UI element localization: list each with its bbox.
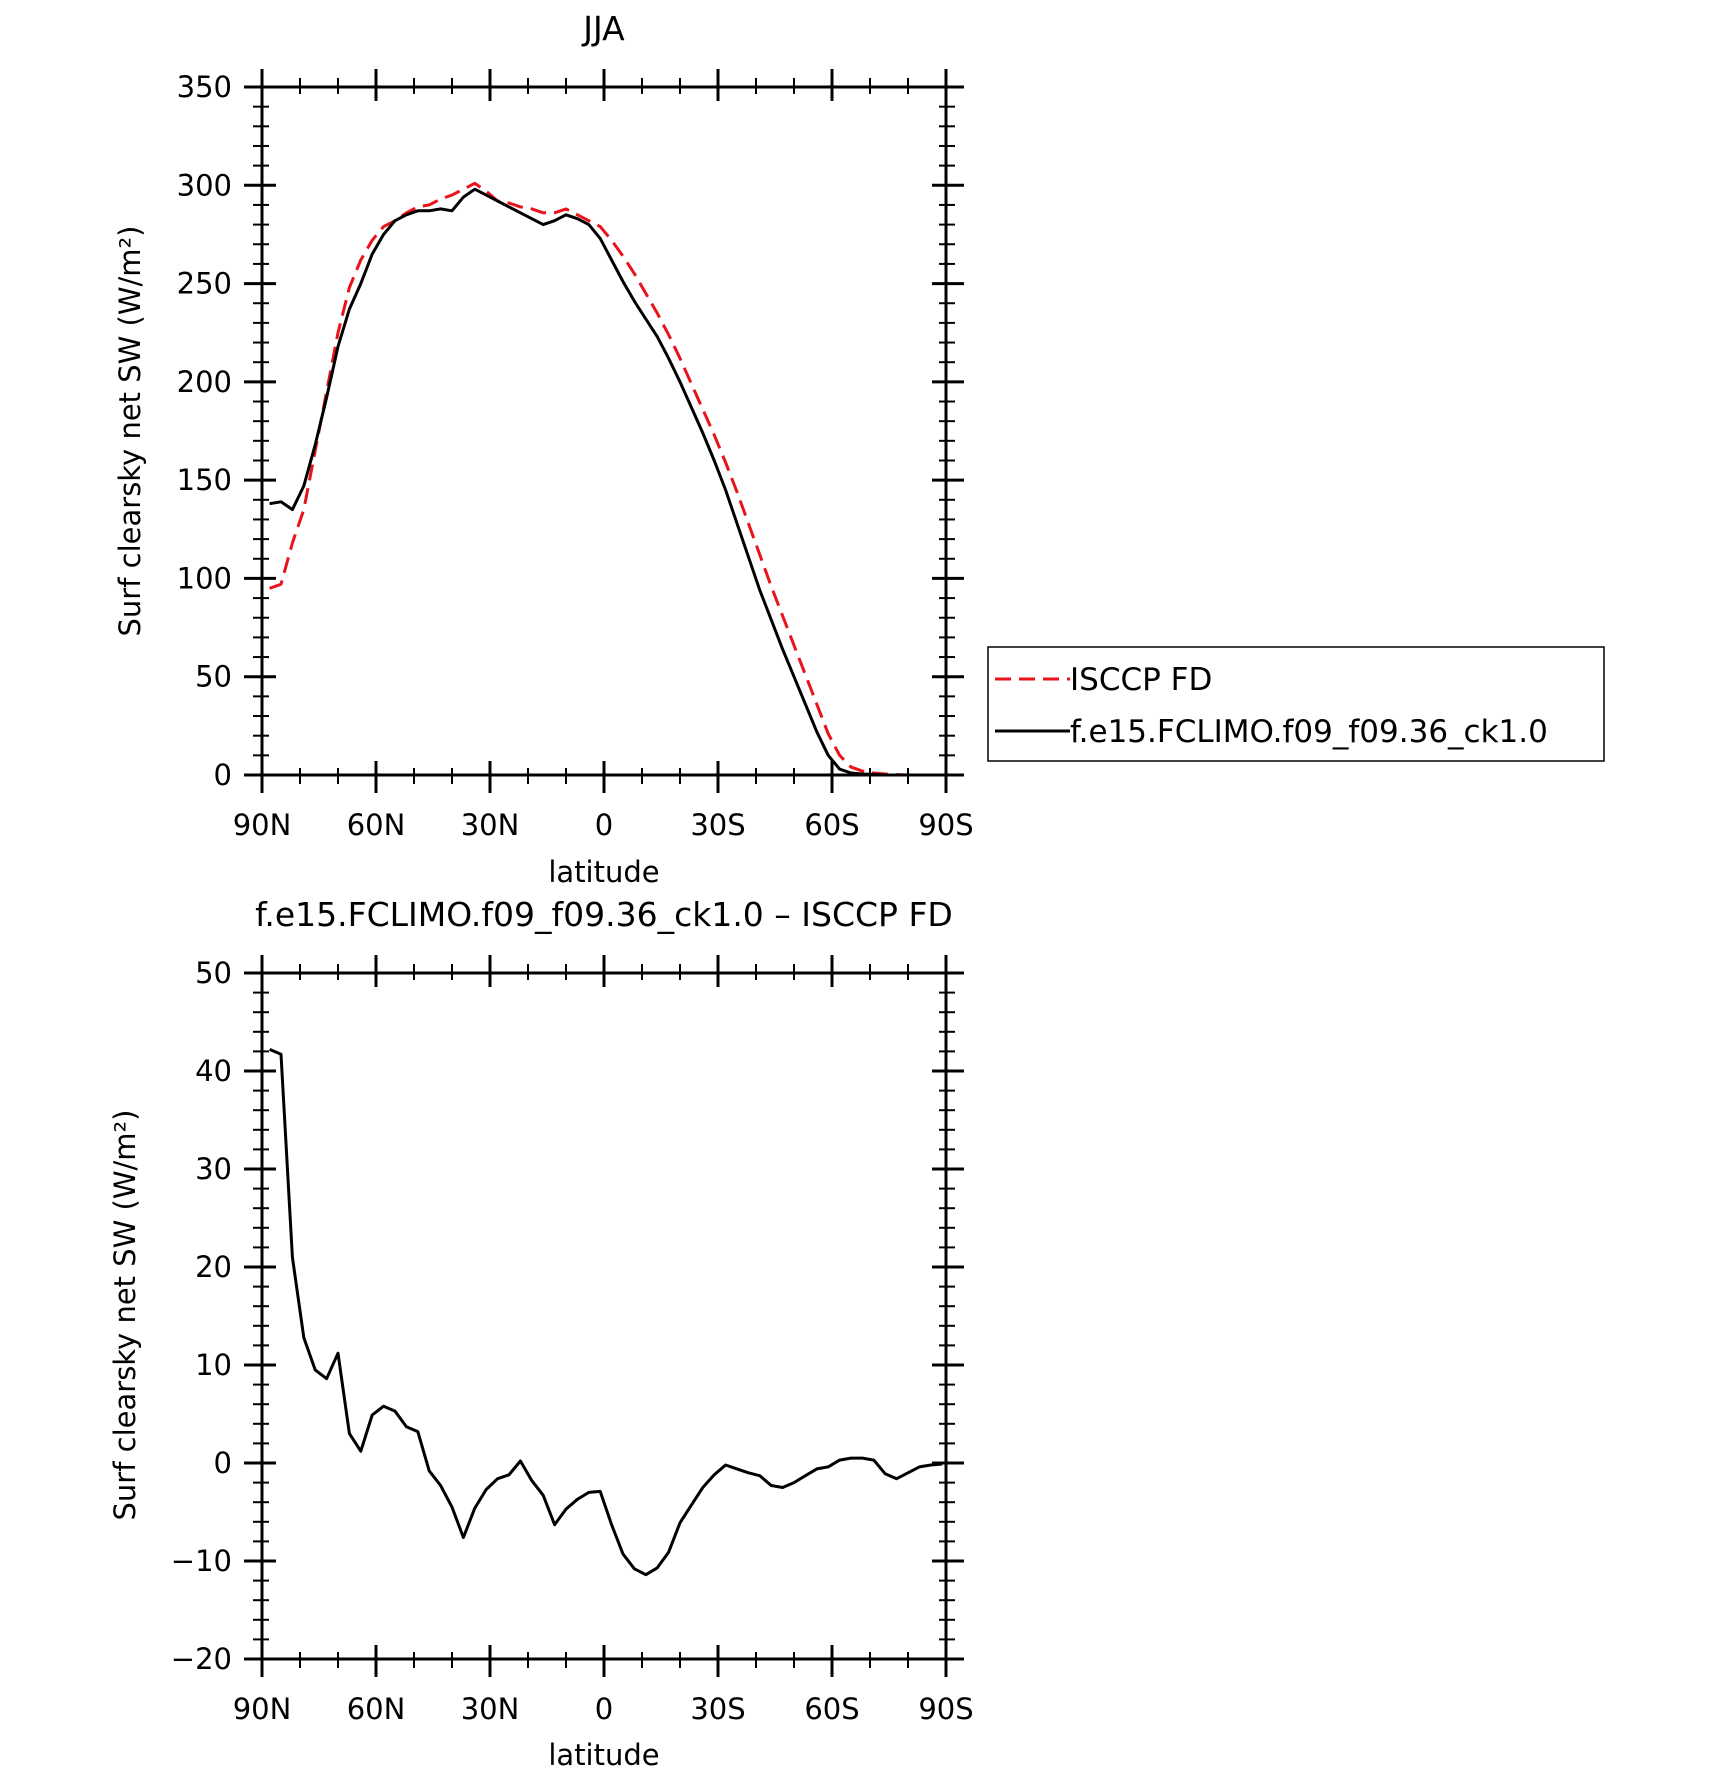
top-chart-y-axis: 0 50 100 150 200 250 300 350 — [177, 70, 964, 792]
legend-label-model: f.e15.FCLIMO.f09_f09.36_ck1.0 — [1070, 714, 1548, 750]
top-chart-x-axis-title: latitude — [548, 855, 659, 889]
x-tick-label: 60S — [804, 1692, 859, 1726]
bottom-chart-x-axis-title: latitude — [548, 1738, 659, 1772]
y-tick-label: −10 — [171, 1544, 232, 1578]
series-line-0 — [269, 181, 943, 777]
x-tick-label: 90N — [233, 808, 292, 842]
x-tick-label: 30S — [690, 808, 745, 842]
x-tick-label: 30S — [690, 1692, 745, 1726]
x-tick-label: 60S — [804, 808, 859, 842]
top-chart-plot-frame — [260, 85, 948, 777]
y-tick-label: 0 — [214, 758, 232, 792]
y-tick-label: 50 — [195, 660, 232, 694]
y-tick-label: 200 — [177, 365, 232, 399]
y-tick-label: 20 — [195, 1250, 232, 1284]
y-tick-label: 30 — [195, 1152, 232, 1186]
x-tick-label: 30N — [461, 808, 520, 842]
x-tick-label: 90N — [233, 1692, 292, 1726]
bottom-chart-y-axis-title: Surf clearsky net SW (W/m²) — [108, 1110, 142, 1521]
x-tick-label: 0 — [595, 1692, 613, 1726]
bottom-chart-y-axis: −20 −10 0 10 20 30 40 50 — [171, 956, 964, 1676]
y-tick-label: −20 — [171, 1642, 232, 1676]
x-tick-label: 90S — [918, 808, 973, 842]
y-tick-label: 150 — [177, 463, 232, 497]
y-tick-label: 100 — [177, 561, 232, 595]
bottom-chart-title: f.e15.FCLIMO.f09_f09.36_ck1.0 – ISCCP FD — [255, 895, 953, 934]
top-chart-y-axis-title: Surf clearsky net SW (W/m²) — [113, 226, 147, 637]
top-chart-x-axis: 90N 60N 30N 0 30S 60S 90S — [233, 69, 974, 842]
x-tick-label: 90S — [918, 1692, 973, 1726]
x-tick-label: 60N — [347, 1692, 406, 1726]
bottom-chart-series — [269, 1048, 943, 1577]
y-tick-label: 350 — [177, 70, 232, 104]
x-tick-label: 60N — [347, 808, 406, 842]
y-tick-label: 10 — [195, 1348, 232, 1382]
bottom-chart: f.e15.FCLIMO.f09_f09.36_ck1.0 – ISCCP FD… — [108, 895, 974, 1772]
y-tick-label: 0 — [214, 1446, 232, 1480]
y-tick-label: 50 — [195, 956, 232, 990]
x-tick-label: 30N — [461, 1692, 520, 1726]
series-line-0 — [269, 1048, 943, 1577]
bottom-chart-x-axis: 90N 60N 30N 0 30S 60S 90S — [233, 955, 974, 1726]
bottom-chart-plot-frame — [260, 971, 948, 1661]
legend-label-isccp: ISCCP FD — [1070, 662, 1212, 698]
top-chart-title: JJA — [581, 9, 625, 48]
legend-box — [987, 646, 1605, 762]
legend: ISCCP FD f.e15.FCLIMO.f09_f09.36_ck1.0 — [987, 646, 1605, 762]
top-chart-series — [269, 181, 943, 777]
x-tick-label: 0 — [595, 808, 613, 842]
top-chart: JJA 0 50 100 150 200 250 300 350 90N 60N 30N 0 30S 6… — [113, 9, 974, 889]
series-line-1 — [269, 187, 943, 777]
y-tick-label: 250 — [177, 267, 232, 301]
y-tick-label: 300 — [177, 168, 232, 202]
y-tick-label: 40 — [195, 1054, 232, 1088]
